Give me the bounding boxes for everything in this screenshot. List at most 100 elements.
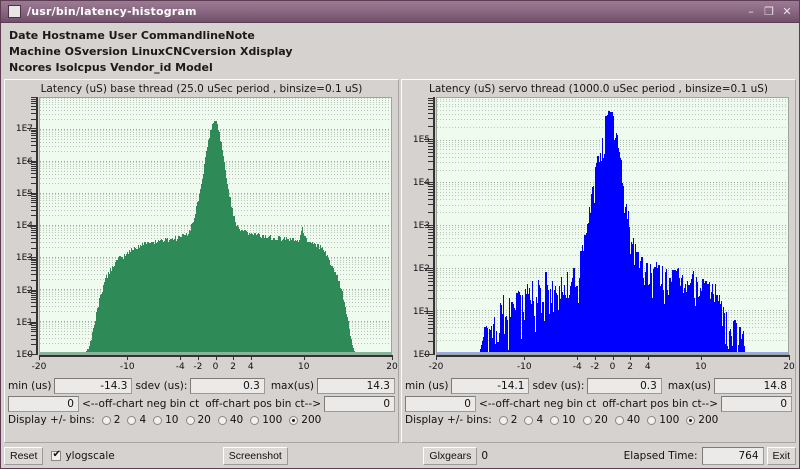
bins-radio-200[interactable]: 200 <box>289 414 321 426</box>
histogram-bar <box>520 339 522 354</box>
stats-row-2-base: 0 <--off-chart neg bin ct off-chart pos … <box>5 395 398 413</box>
histogram-bar <box>518 291 520 354</box>
bins-radio-2[interactable]: 2 <box>498 414 517 426</box>
radio-indicator[interactable] <box>153 415 163 425</box>
histogram-bar <box>681 275 683 354</box>
elapsed-time-label: Elapsed Time: <box>623 450 698 462</box>
histogram-bar <box>109 273 111 354</box>
histogram-bar <box>551 280 553 354</box>
title-bar[interactable]: /usr/bin/latency-histogram – ❐ ✕ <box>1 1 799 23</box>
max-value-servo: 14.8 <box>714 378 792 394</box>
radio-indicator[interactable] <box>582 415 592 425</box>
histogram-bar <box>124 256 126 354</box>
y-tick-minor <box>428 97 433 99</box>
histogram-bar <box>134 248 137 354</box>
histogram-bar <box>237 225 239 354</box>
histogram-bar <box>591 187 594 354</box>
radio-indicator[interactable] <box>647 415 657 425</box>
radio-indicator[interactable] <box>550 415 560 425</box>
bottom-toolbar: Reset ylogscale Screenshot Glxgears 0 El… <box>4 446 797 466</box>
y-tick-minor <box>428 320 433 322</box>
histogram-bar <box>136 249 138 354</box>
histogram-bar <box>139 247 141 354</box>
x-tick-label: 20 <box>783 362 795 372</box>
bins-radio-2[interactable]: 2 <box>101 414 120 426</box>
histogram-bar <box>732 346 734 354</box>
histogram-bar <box>228 197 231 354</box>
bins-radio-4[interactable]: 4 <box>127 414 146 426</box>
x-tick <box>630 355 632 360</box>
histogram-bar <box>146 246 148 354</box>
bins-radio-100[interactable]: 100 <box>647 414 679 426</box>
histogram-bar <box>285 237 287 354</box>
histogram-bar <box>646 262 648 354</box>
header-line-2: Machine OSversion LinuxCNCversion Xdispl… <box>9 45 293 58</box>
close-icon[interactable]: ✕ <box>782 4 792 18</box>
bins-radio-10[interactable]: 10 <box>550 414 576 426</box>
exit-button[interactable]: Exit <box>766 447 797 465</box>
radio-indicator[interactable] <box>185 415 195 425</box>
bins-radio-20[interactable]: 20 <box>582 414 608 426</box>
ylogscale-toggle[interactable]: ylogscale <box>51 449 115 462</box>
glxgears-button[interactable]: Glxgears <box>423 447 478 465</box>
minimize-icon[interactable]: – <box>748 4 754 18</box>
histogram-bar <box>714 284 716 354</box>
radio-indicator[interactable] <box>217 415 227 425</box>
y-tick-minor <box>31 306 36 308</box>
min-label-servo: min (us) <box>405 380 449 392</box>
radio-indicator[interactable] <box>101 415 111 425</box>
bins-radio-group-servo[interactable]: Display +/- bins: 2 4 10 20 40 100 200 <box>402 413 795 428</box>
x-axis-servo: -20 -10 -4 -2 0 2 4 10 20 <box>429 355 795 377</box>
y-tick-minor <box>428 194 433 196</box>
histogram-bar <box>685 291 688 354</box>
histogram-bar <box>637 251 639 354</box>
bins-radio-group-base[interactable]: Display +/- bins: 2 4 10 20 40 100 200 <box>5 413 398 428</box>
bins-radio-20[interactable]: 20 <box>185 414 211 426</box>
radio-indicator[interactable] <box>250 415 260 425</box>
y-tick-minor <box>428 333 433 335</box>
y-tick-minor <box>31 324 36 326</box>
histogram-bar <box>514 331 516 354</box>
y-tick-minor <box>428 204 433 206</box>
histogram-bar <box>115 261 117 354</box>
histogram-bar <box>336 275 338 354</box>
y-tick-label: 1E7 <box>15 124 33 135</box>
bins-radio-40[interactable]: 40 <box>217 414 243 426</box>
radio-indicator[interactable] <box>127 415 137 425</box>
radio-indicator[interactable] <box>686 415 696 425</box>
radio-indicator[interactable] <box>614 415 624 425</box>
radio-indicator[interactable] <box>289 415 299 425</box>
histogram-bar <box>700 287 702 354</box>
maximize-icon[interactable]: ❐ <box>764 4 774 18</box>
histogram-bar <box>182 233 184 354</box>
y-tick-major <box>424 268 433 269</box>
bins-radio-10[interactable]: 10 <box>153 414 179 426</box>
bins-radio-200[interactable]: 200 <box>686 414 718 426</box>
radio-label: 200 <box>698 414 719 426</box>
bins-radio-40[interactable]: 40 <box>614 414 641 426</box>
histogram-bar <box>482 341 484 354</box>
histogram-bar <box>672 269 674 354</box>
bins-radio-4[interactable]: 4 <box>524 414 543 426</box>
histogram-bar <box>339 287 341 354</box>
reset-button[interactable]: Reset <box>4 447 44 465</box>
y-axis-line-servo <box>433 97 435 355</box>
ylogscale-checkbox[interactable] <box>51 449 62 461</box>
histogram-bar <box>307 242 309 354</box>
radio-indicator[interactable] <box>498 415 508 425</box>
histogram-bar <box>225 178 228 354</box>
y-tick-minor <box>428 315 433 317</box>
radio-indicator[interactable] <box>524 415 534 425</box>
screenshot-button[interactable]: Screenshot <box>222 447 288 465</box>
x-tick-label: 0 <box>212 362 219 372</box>
max-value-base: 14.3 <box>317 378 395 394</box>
histogram-bar <box>625 204 628 354</box>
histogram-bar <box>270 235 272 354</box>
histogram-bar <box>130 248 133 354</box>
histogram-bar <box>587 222 589 354</box>
histogram-bar <box>242 231 244 354</box>
radio-label: 40 <box>626 414 641 426</box>
histogram-bars-servo <box>437 98 788 354</box>
bins-radio-100[interactable]: 100 <box>250 414 282 426</box>
histogram-bar <box>707 283 709 354</box>
